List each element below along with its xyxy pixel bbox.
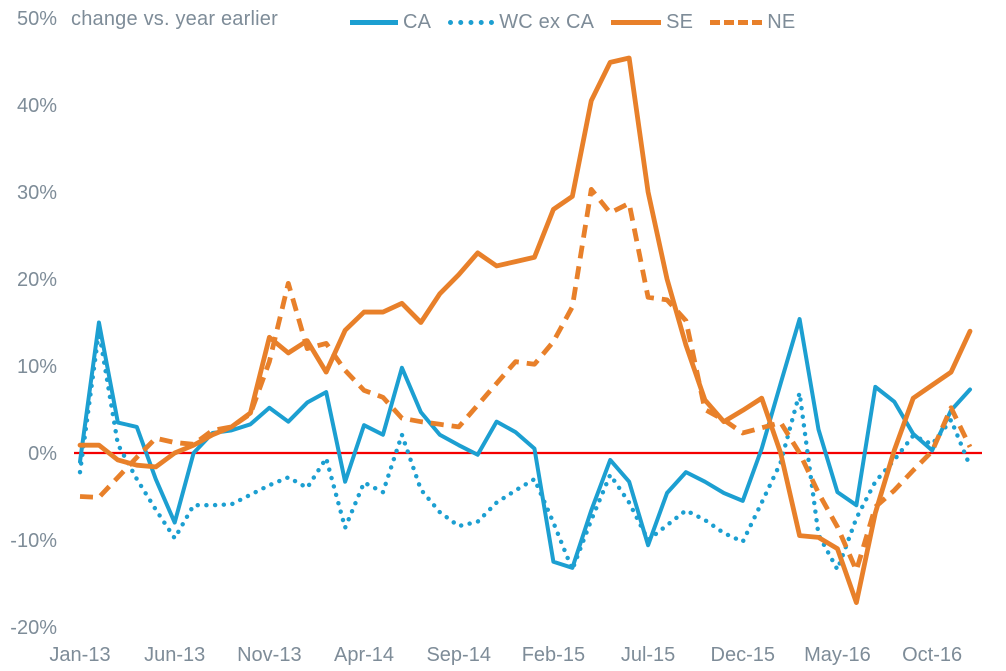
legend-ca-line-sample-icon: [350, 20, 398, 25]
series-line-wc-ex-ca: [77, 329, 973, 572]
legend-item-se: SE: [611, 11, 693, 34]
x-axis-tick-label: Jan-13: [49, 644, 110, 666]
legend-ne-line-sample-icon: [710, 20, 763, 25]
legend-item-ne: NE: [710, 11, 795, 34]
legend-label-ne: NE: [767, 11, 796, 33]
legend-wc-ex-ca-line-sample-icon: [448, 20, 495, 25]
y-axis-tick-label: -10%: [10, 530, 57, 552]
legend-item-wc-ex-ca: WC ex CA: [448, 11, 594, 34]
y-axis-tick-label: 40%: [17, 95, 57, 117]
legend-se-line-sample-icon: [611, 20, 662, 25]
legend-label-ca: CA: [403, 11, 432, 33]
y-axis-tick-label: 0%: [28, 443, 57, 465]
x-axis-tick-label: Nov-13: [237, 644, 301, 666]
legend-label-se: SE: [666, 11, 694, 33]
x-axis-tick-label: May-16: [804, 644, 871, 666]
x-axis-tick-label: Jul-15: [621, 644, 675, 666]
y-axis-tick-label: 20%: [17, 269, 57, 291]
y-axis-tick-label: 50%: [17, 8, 57, 30]
x-axis-tick-label: Oct-16: [902, 644, 962, 666]
series-line-ne: [79, 186, 973, 573]
x-axis-tick-label: Feb-15: [522, 644, 585, 666]
legend-item-ca: CA: [350, 11, 431, 34]
y-axis-tick-label: 30%: [17, 182, 57, 204]
y-axis-tick-label: -20%: [10, 617, 57, 639]
x-axis-tick-label: Dec-15: [711, 644, 775, 666]
series-line-ca: [78, 317, 972, 570]
chart-subtitle: change vs. year earlier: [71, 8, 278, 30]
y-axis-tick-label: 10%: [17, 356, 57, 378]
x-axis-tick-label: Apr-14: [334, 644, 394, 666]
x-axis-tick-label: Sep-14: [426, 644, 491, 666]
legend: CA WC ex CA SE NE: [350, 11, 812, 34]
x-axis-tick-label: Jun-13: [144, 644, 205, 666]
legend-label-wc-ex-ca: WC ex CA: [499, 11, 595, 33]
